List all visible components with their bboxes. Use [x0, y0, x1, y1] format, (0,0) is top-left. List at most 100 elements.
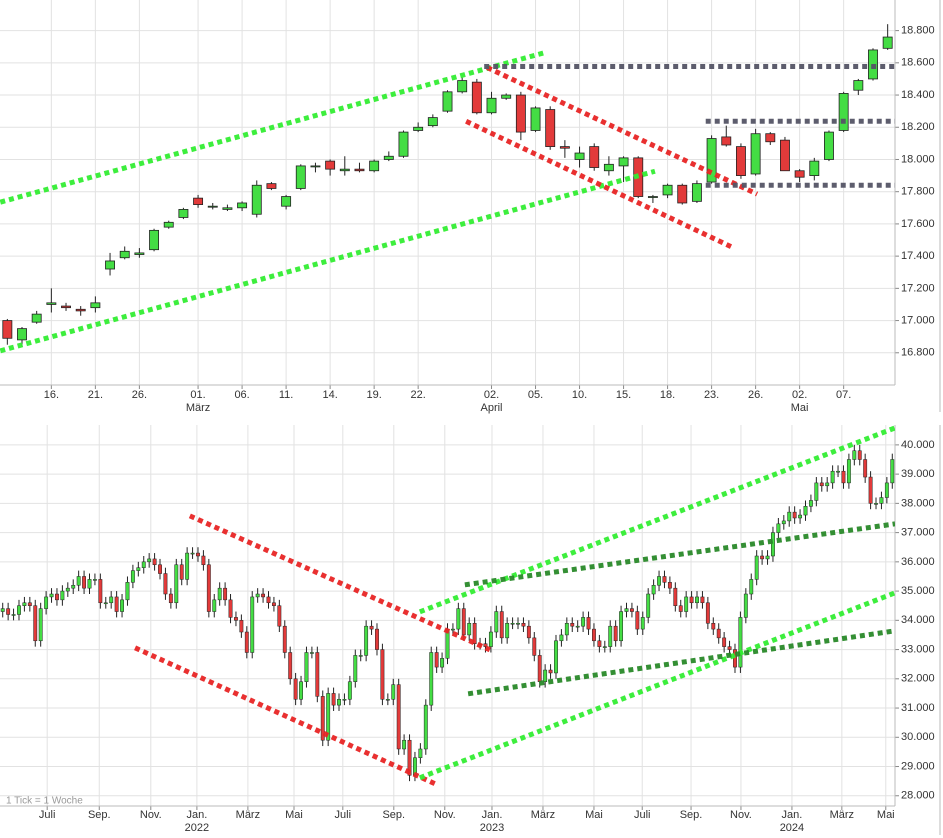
- x-tick-label: Sep.: [680, 809, 703, 821]
- candle-body: [168, 593, 173, 604]
- candle-body: [295, 165, 306, 189]
- candle-body: [434, 652, 439, 668]
- candle-body: [819, 482, 824, 487]
- candle-body: [119, 250, 130, 259]
- candle-body: [743, 593, 748, 618]
- x-tick-label: 26.: [132, 389, 147, 401]
- candle-body: [391, 684, 396, 700]
- y-tick-label: 38.000: [901, 497, 935, 509]
- candle-body: [879, 497, 884, 504]
- x-tick-label: 21.: [88, 389, 103, 401]
- candle-body: [624, 608, 629, 612]
- candle-body: [396, 684, 401, 750]
- candle-body: [684, 596, 689, 612]
- candle-body: [635, 611, 640, 630]
- candle-body: [721, 136, 732, 146]
- candle-body: [629, 608, 634, 612]
- candle-body: [618, 157, 629, 167]
- candle-body: [846, 459, 851, 484]
- trend-line: [188, 513, 491, 653]
- y-tick-label: 39.000: [901, 468, 935, 480]
- candle-body: [700, 596, 705, 604]
- x-tick-label: Sep.: [88, 809, 111, 821]
- candle-body: [266, 596, 271, 604]
- y-tick-label: 34.000: [901, 614, 935, 626]
- candle-body: [750, 133, 761, 175]
- candle-body: [814, 482, 819, 501]
- candle-body: [824, 131, 834, 160]
- candle-body: [217, 587, 222, 601]
- candle-body: [830, 470, 835, 484]
- plot-area: [0, 24, 895, 354]
- candle-body: [320, 696, 325, 741]
- candle-body: [178, 209, 189, 218]
- candle-body: [574, 152, 585, 160]
- candle-body: [310, 165, 321, 168]
- candle-body: [383, 155, 394, 160]
- candle-body: [838, 93, 849, 131]
- candle-body: [450, 628, 455, 631]
- candle-body: [651, 584, 656, 595]
- candle-body: [570, 622, 575, 627]
- candle-body: [780, 139, 790, 172]
- candle-body: [31, 313, 42, 323]
- candle-body: [364, 625, 369, 656]
- candle-body: [706, 138, 717, 183]
- candle-body: [244, 631, 249, 653]
- candle-body: [841, 470, 846, 484]
- x-group-label: 2022: [185, 822, 209, 834]
- x-tick-label: Nov.: [434, 809, 456, 821]
- trend-line: [134, 645, 437, 787]
- y-tick-label: 40.000: [901, 439, 935, 451]
- candle-body: [874, 503, 878, 505]
- candle-body: [141, 561, 146, 568]
- candle-body: [309, 652, 314, 654]
- candle-body: [98, 579, 103, 604]
- y-tick-label: 18.400: [901, 89, 935, 101]
- candle-body: [602, 646, 607, 648]
- candle-body: [521, 622, 526, 627]
- candle-body: [277, 605, 282, 627]
- y-tick-label: 29.000: [901, 760, 935, 772]
- candle-body: [545, 109, 556, 147]
- x-tick-label: 06.: [234, 389, 249, 401]
- y-tick-label: 31.000: [901, 702, 935, 714]
- candle-body: [765, 555, 770, 560]
- candle-body: [754, 555, 759, 580]
- candle-body: [11, 614, 16, 616]
- candle-body: [413, 126, 424, 131]
- candle-body: [608, 625, 613, 647]
- candle-body: [82, 576, 87, 589]
- candle-body: [250, 596, 255, 653]
- x-tick-label: 07.: [836, 389, 851, 401]
- candle-body: [46, 302, 57, 305]
- candle-body: [501, 94, 512, 99]
- candle-body: [61, 305, 71, 309]
- candle-body: [293, 678, 298, 700]
- candle-body: [90, 302, 101, 309]
- x-tick-label: 02.: [792, 389, 807, 401]
- candle-body: [60, 590, 65, 601]
- x-tick-label: 02.: [484, 389, 499, 401]
- candle-body: [678, 605, 683, 612]
- candle-body: [494, 611, 499, 633]
- y-tick-label: 18.800: [901, 25, 935, 37]
- y-tick-label: 18.200: [901, 121, 935, 133]
- candle-body: [695, 596, 699, 604]
- candle-body: [868, 476, 873, 504]
- candle-body: [467, 622, 472, 636]
- x-tick-label: 15.: [616, 389, 631, 401]
- candle-body: [105, 260, 115, 270]
- x-tick-label: März: [830, 809, 854, 821]
- x-tick-label: Jan.: [482, 809, 503, 821]
- candle-body: [486, 97, 497, 114]
- trend-line: [464, 521, 895, 588]
- candle-body: [803, 506, 808, 516]
- candle-body: [237, 202, 248, 209]
- plot-area: [0, 425, 895, 787]
- candle-body: [488, 631, 493, 647]
- candle-body: [136, 567, 141, 571]
- candle-body: [212, 599, 217, 612]
- candle-body: [613, 625, 618, 642]
- candle-body: [647, 196, 658, 198]
